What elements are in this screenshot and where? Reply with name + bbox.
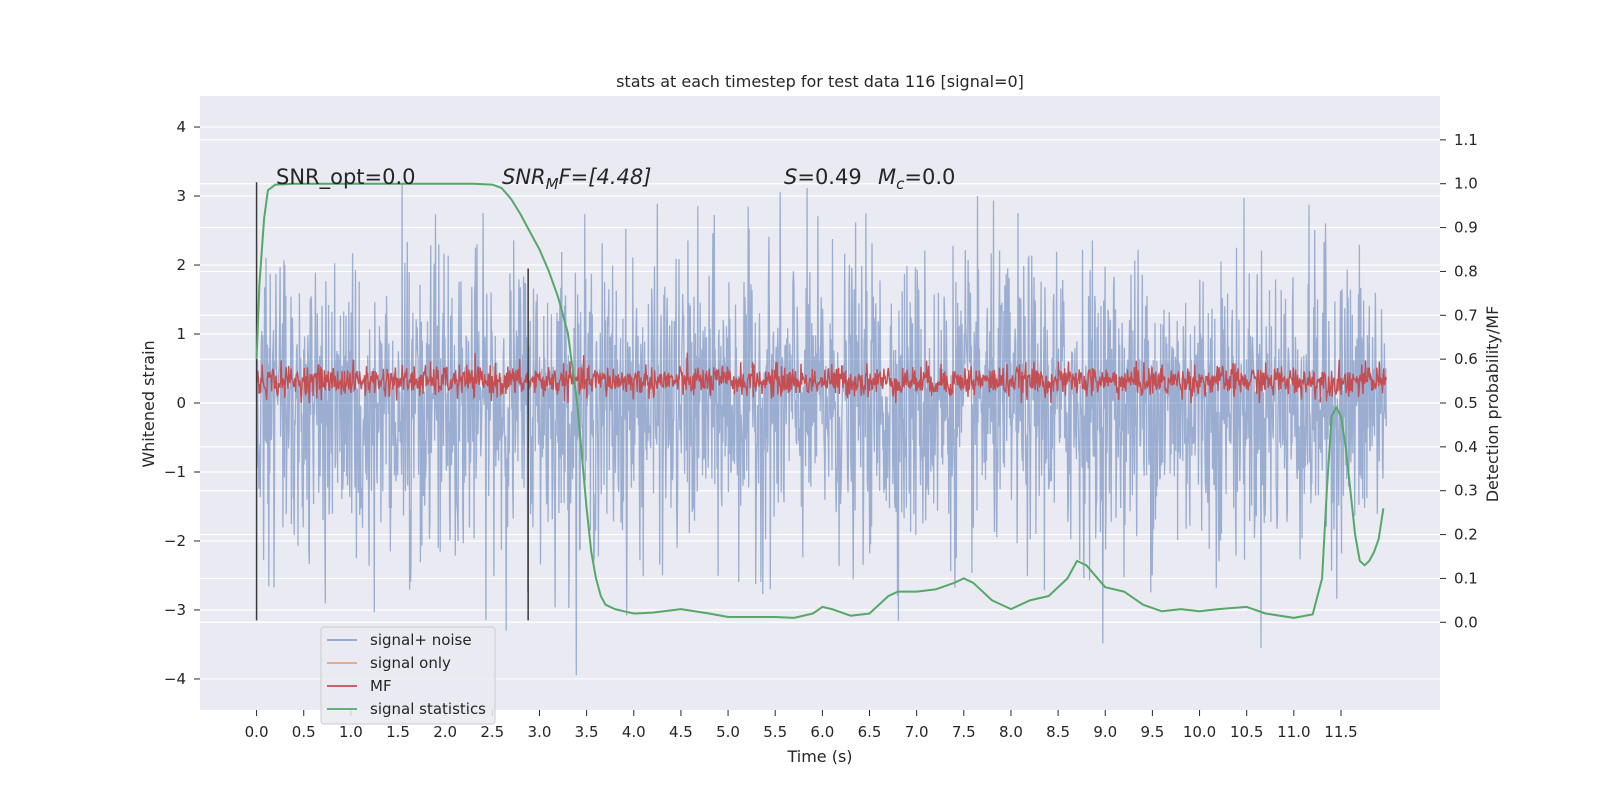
- mc-symbol: M: [878, 165, 896, 189]
- x-tick-label-10: 5.0: [716, 723, 740, 741]
- legend-label-signal-noise: signal+ noise: [370, 631, 472, 649]
- x-tick-label-9: 4.5: [669, 723, 693, 741]
- x-tick-label-2: 1.0: [339, 723, 363, 741]
- x-tick-label-4: 2.0: [433, 723, 457, 741]
- right-tick-label-2: 0.9: [1454, 219, 1478, 237]
- right-tick-label-1: 1.0: [1454, 175, 1478, 193]
- x-tick-label-8: 4.0: [622, 723, 646, 741]
- x-tick-label-5: 2.5: [480, 723, 504, 741]
- x-tick-label-1: 0.5: [292, 723, 316, 741]
- series-signal-noise-line: [255, 184, 1387, 676]
- x-tick-label-16: 8.0: [999, 723, 1023, 741]
- right-tick-label-8: 0.3: [1454, 482, 1478, 500]
- right-tick-label-0: 1.1: [1454, 131, 1478, 149]
- x-tick-label-19: 9.5: [1140, 723, 1164, 741]
- left-tick-label-0: 4: [176, 118, 186, 136]
- x-tick-label-3: 1.5: [386, 723, 410, 741]
- x-tick-label-18: 9.0: [1093, 723, 1117, 741]
- right-tick-label-9: 0.2: [1454, 526, 1478, 544]
- left-tick-label-2: 2: [176, 256, 186, 274]
- x-tick-label-15: 7.5: [952, 723, 976, 741]
- x-axis: 0.0 0.5 1.0 1.5 2.0 2.5 3.0 3.5 4.0 4.5 5.0 5.5 6.0 6…: [245, 710, 1358, 741]
- chart-title: stats at each timestep for test data 116…: [616, 72, 1024, 91]
- left-tick-label-1: 3: [176, 187, 186, 205]
- x-tick-label-17: 8.5: [1046, 723, 1070, 741]
- s-value: =0.49: [797, 165, 861, 189]
- s-symbol: S: [784, 165, 797, 189]
- left-tick-label-4: 0: [176, 394, 186, 412]
- right-y-axis: 1.1 1.0 0.9 0.8 0.7 0.6 0.5 0.4 0.3 0.2 0.1 0.0: [1440, 131, 1478, 631]
- x-tick-label-14: 7.0: [905, 723, 929, 741]
- legend: signal+ noise signal only MF signal stat…: [320, 626, 496, 725]
- right-tick-label-7: 0.4: [1454, 438, 1478, 456]
- right-tick-label-3: 0.8: [1454, 262, 1478, 280]
- legend-label-mf: MF: [370, 677, 392, 695]
- left-tick-label-5: −1: [164, 463, 186, 481]
- series-mf-line: [255, 352, 1387, 404]
- x-tick-label-7: 3.5: [575, 723, 599, 741]
- x-tick-label-12: 6.0: [810, 723, 834, 741]
- right-tick-label-5: 0.6: [1454, 350, 1478, 368]
- left-tick-label-6: −2: [164, 532, 186, 550]
- snr-mf-sub: M: [546, 175, 559, 193]
- x-axis-title: Time (s): [786, 747, 852, 766]
- legend-box: [320, 626, 496, 725]
- right-tick-label-6: 0.5: [1454, 394, 1478, 412]
- right-y-axis-title: Detection probability/MF: [1483, 306, 1502, 503]
- annotation-snr-opt: SNR_opt=0.0: [276, 165, 416, 190]
- snr-mf-suffix: F=[4.48]: [559, 165, 652, 189]
- left-tick-label-8: −4: [164, 670, 186, 688]
- legend-label-signal-only: signal only: [370, 654, 451, 672]
- right-tick-label-10: 0.1: [1454, 569, 1478, 587]
- x-tick-label-21: 10.5: [1230, 723, 1263, 741]
- legend-label-signal-statistics: signal statistics: [370, 700, 486, 718]
- right-tick-label-11: 0.0: [1454, 613, 1478, 631]
- plot-content: [255, 182, 1387, 676]
- annotation-snr-mf: SNRMF=[4.48]: [502, 165, 651, 193]
- series-signal-statistics-line: [255, 182, 1385, 619]
- left-y-axis-title: Whitened strain: [139, 340, 158, 467]
- x-tick-label-20: 10.0: [1183, 723, 1216, 741]
- snr-mf-prefix: SNR: [502, 165, 546, 189]
- mc-value: =0.0: [904, 165, 955, 189]
- annotation-s-stat: S=0.49: [784, 165, 862, 189]
- right-tick-label-4: 0.7: [1454, 306, 1478, 324]
- x-tick-label-6: 3.0: [528, 723, 552, 741]
- left-y-axis: 4 3 2 1 0 −1 −2 −3 −4: [164, 118, 200, 688]
- annotation-mc: Mc=0.0: [878, 165, 955, 193]
- x-tick-label-23: 11.5: [1324, 723, 1357, 741]
- x-tick-label-22: 11.0: [1277, 723, 1310, 741]
- left-tick-label-3: 1: [176, 325, 186, 343]
- x-tick-label-0: 0.0: [245, 723, 269, 741]
- left-tick-label-7: −3: [164, 601, 186, 619]
- x-tick-label-13: 6.5: [858, 723, 882, 741]
- x-tick-label-11: 5.5: [763, 723, 787, 741]
- mc-sub: c: [896, 175, 905, 193]
